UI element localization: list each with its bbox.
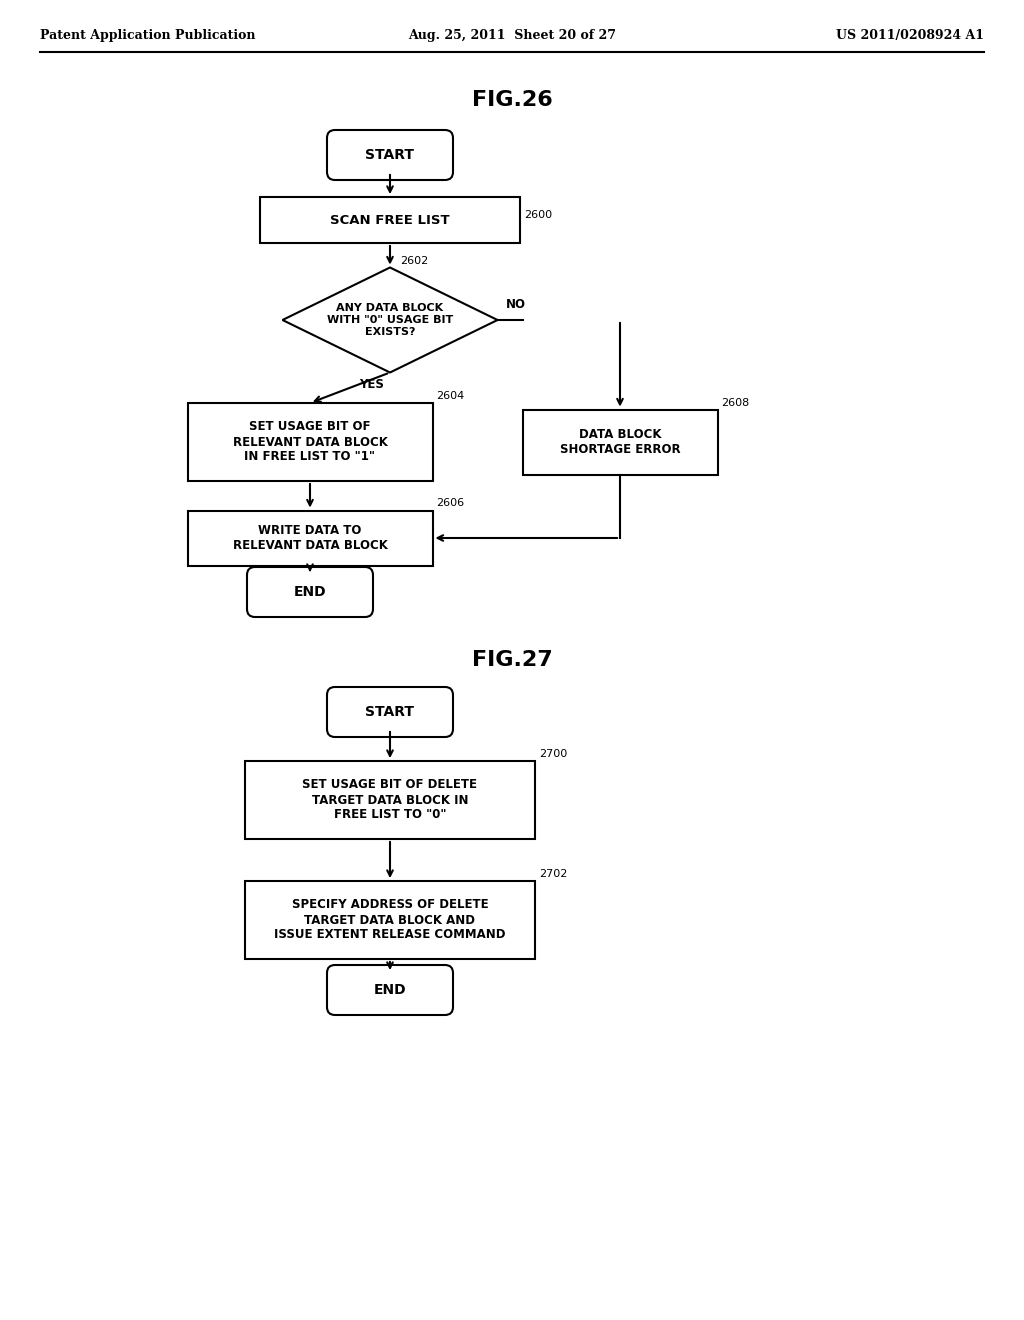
Text: FIG.26: FIG.26: [472, 90, 552, 110]
Bar: [245, 762, 535, 840]
Text: NO: NO: [506, 298, 525, 312]
Text: US 2011/0208924 A1: US 2011/0208924 A1: [836, 29, 984, 41]
Text: START: START: [366, 705, 415, 719]
Text: SET USAGE BIT OF DELETE
TARGET DATA BLOCK IN
FREE LIST TO "0": SET USAGE BIT OF DELETE TARGET DATA BLOC…: [302, 779, 477, 821]
FancyBboxPatch shape: [327, 965, 453, 1015]
Text: YES: YES: [359, 379, 384, 392]
Bar: [522, 409, 718, 474]
Text: START: START: [366, 148, 415, 162]
FancyBboxPatch shape: [327, 129, 453, 180]
Text: 2604: 2604: [436, 391, 465, 401]
Bar: [260, 197, 520, 243]
Text: 2606: 2606: [436, 499, 465, 508]
Polygon shape: [283, 268, 498, 372]
Bar: [245, 880, 535, 960]
FancyBboxPatch shape: [247, 568, 373, 616]
Text: Aug. 25, 2011  Sheet 20 of 27: Aug. 25, 2011 Sheet 20 of 27: [408, 29, 616, 41]
Bar: [187, 403, 432, 480]
Text: SPECIFY ADDRESS OF DELETE
TARGET DATA BLOCK AND
ISSUE EXTENT RELEASE COMMAND: SPECIFY ADDRESS OF DELETE TARGET DATA BL…: [274, 899, 506, 941]
Text: ANY DATA BLOCK
WITH "0" USAGE BIT
EXISTS?: ANY DATA BLOCK WITH "0" USAGE BIT EXISTS…: [327, 304, 454, 337]
Text: 2608: 2608: [722, 397, 750, 408]
Text: END: END: [374, 983, 407, 997]
Text: 2602: 2602: [400, 256, 428, 265]
Text: 2600: 2600: [524, 210, 552, 220]
Text: Patent Application Publication: Patent Application Publication: [40, 29, 256, 41]
FancyBboxPatch shape: [327, 686, 453, 737]
Text: DATA BLOCK
SHORTAGE ERROR: DATA BLOCK SHORTAGE ERROR: [560, 428, 680, 455]
Text: FIG.27: FIG.27: [472, 649, 552, 671]
Text: 2702: 2702: [539, 869, 567, 879]
Text: WRITE DATA TO
RELEVANT DATA BLOCK: WRITE DATA TO RELEVANT DATA BLOCK: [232, 524, 387, 552]
Bar: [187, 511, 432, 565]
Text: SET USAGE BIT OF
RELEVANT DATA BLOCK
IN FREE LIST TO "1": SET USAGE BIT OF RELEVANT DATA BLOCK IN …: [232, 421, 387, 463]
Text: END: END: [294, 585, 327, 599]
Text: SCAN FREE LIST: SCAN FREE LIST: [330, 214, 450, 227]
Text: 2700: 2700: [539, 748, 567, 759]
